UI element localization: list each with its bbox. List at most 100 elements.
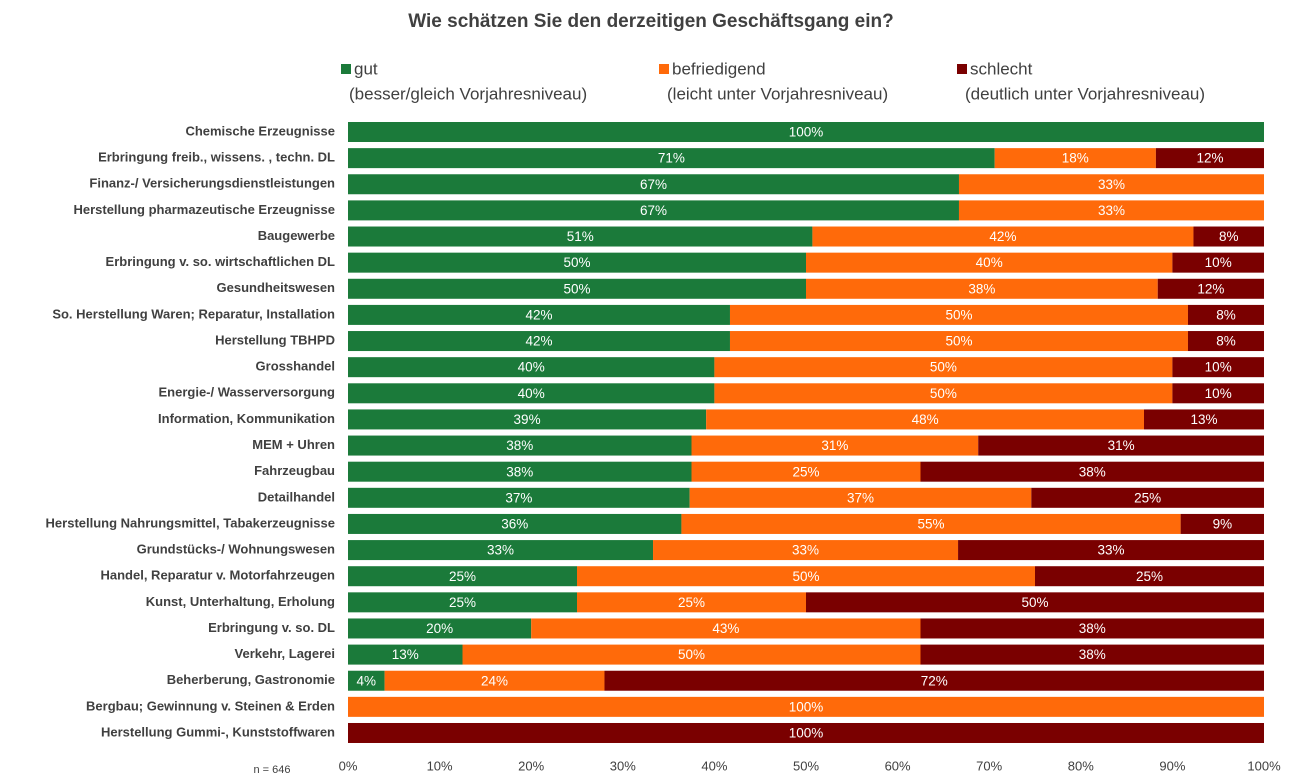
bar-segment xyxy=(348,722,1264,743)
x-tick-label: 60% xyxy=(885,758,911,773)
bar-segment xyxy=(1193,226,1264,247)
bar-segment xyxy=(384,670,605,691)
bar-segment xyxy=(1031,487,1264,508)
legend-swatch xyxy=(341,64,351,74)
bar-segment xyxy=(1172,252,1264,273)
category-label: MEM + Uhren xyxy=(252,437,335,452)
bar-segment xyxy=(348,461,692,482)
data-label: 33% xyxy=(1098,203,1125,218)
data-label: 25% xyxy=(792,464,819,479)
bar-segment xyxy=(348,226,813,247)
data-label: 25% xyxy=(678,595,705,610)
bar-segment xyxy=(348,278,806,299)
bar-segment xyxy=(348,357,715,378)
category-label: Detailhandel xyxy=(258,489,335,504)
bar-segment xyxy=(1035,566,1264,587)
bar-segment xyxy=(348,252,806,273)
data-label: 25% xyxy=(449,569,476,584)
bar-segment xyxy=(1157,278,1264,299)
data-label: 50% xyxy=(1021,595,1048,610)
bar-segment xyxy=(978,435,1264,456)
data-label: 50% xyxy=(945,334,972,349)
data-label: 12% xyxy=(1196,151,1223,166)
data-label: 50% xyxy=(563,255,590,270)
data-label: 71% xyxy=(658,151,685,166)
data-label: 8% xyxy=(1216,334,1236,349)
data-label: 67% xyxy=(640,203,667,218)
data-label: 10% xyxy=(1205,386,1232,401)
bar-segment xyxy=(806,252,1173,273)
bar-segment xyxy=(348,148,995,169)
legend-label: befriedigend xyxy=(672,59,766,78)
data-label: 67% xyxy=(640,177,667,192)
category-label: Erbringung v. so. DL xyxy=(208,620,335,635)
category-label: Kunst, Unterhaltung, Erholung xyxy=(146,594,335,609)
data-label: 12% xyxy=(1197,281,1224,296)
legend-description: (besser/gleich Vorjahresniveau) xyxy=(349,84,587,103)
x-tick-label: 50% xyxy=(793,758,819,773)
data-label: 13% xyxy=(392,647,419,662)
bar-segment xyxy=(348,174,959,195)
data-label: 13% xyxy=(1190,412,1217,427)
bar-segment xyxy=(714,357,1173,378)
data-label: 42% xyxy=(989,229,1016,244)
data-label: 8% xyxy=(1216,307,1236,322)
bar-segment xyxy=(348,540,654,561)
data-label: 100% xyxy=(789,726,824,741)
category-label: Gesundheitswesen xyxy=(217,280,336,295)
legend-label: gut xyxy=(354,59,378,78)
bar-segment xyxy=(348,644,463,665)
data-label: 50% xyxy=(678,647,705,662)
data-label: 25% xyxy=(1134,490,1161,505)
x-tick-label: 30% xyxy=(610,758,636,773)
bar-segment xyxy=(348,304,730,325)
bar-segment xyxy=(462,644,921,665)
category-label: Energie-/ Wasserversorgung xyxy=(158,385,335,400)
category-label: Herstellung pharmazeutische Erzeugnisse xyxy=(73,202,335,217)
bar-segment xyxy=(348,670,385,691)
data-label: 50% xyxy=(930,360,957,375)
x-tick-label: 0% xyxy=(339,758,358,773)
data-label: 4% xyxy=(357,673,377,688)
bar-segment xyxy=(994,148,1156,169)
bar-segment xyxy=(1144,409,1264,430)
data-label: 50% xyxy=(792,569,819,584)
bar-segment xyxy=(1172,357,1264,378)
data-label: 31% xyxy=(1108,438,1135,453)
x-tick-label: 100% xyxy=(1247,758,1281,773)
data-label: 33% xyxy=(487,543,514,558)
category-label: Baugewerbe xyxy=(258,228,335,243)
data-label: 39% xyxy=(514,412,541,427)
bar-segment xyxy=(348,487,690,508)
bar-segment xyxy=(958,200,1264,221)
legend-description: (deutlich unter Vorjahresniveau) xyxy=(965,84,1205,103)
x-tick-label: 80% xyxy=(1068,758,1094,773)
x-tick-label: 20% xyxy=(518,758,544,773)
data-label: 100% xyxy=(789,125,824,140)
bar-segment xyxy=(348,435,692,456)
data-label: 8% xyxy=(1219,229,1239,244)
data-label: 42% xyxy=(525,334,552,349)
bar-segment xyxy=(920,618,1264,639)
x-tick-label: 90% xyxy=(1159,758,1185,773)
data-label: 50% xyxy=(930,386,957,401)
bar-segment xyxy=(653,540,959,561)
bar-segment xyxy=(706,409,1145,430)
bar-segment xyxy=(348,618,532,639)
data-label: 38% xyxy=(506,464,533,479)
category-label: Herstellung TBHPD xyxy=(215,332,335,347)
bar-segment xyxy=(1172,383,1264,404)
data-label: 25% xyxy=(449,595,476,610)
category-label: Finanz-/ Versicherungsdienstleistungen xyxy=(89,176,335,191)
data-label: 25% xyxy=(1136,569,1163,584)
data-label: 38% xyxy=(1079,647,1106,662)
legend-swatch xyxy=(957,64,967,74)
data-label: 42% xyxy=(525,307,552,322)
data-label: 33% xyxy=(1098,543,1125,558)
bar-segment xyxy=(958,540,1264,561)
bar-segment xyxy=(691,435,979,456)
bar-segment xyxy=(681,513,1181,534)
legend-swatch xyxy=(659,64,669,74)
data-label: 40% xyxy=(518,360,545,375)
category-label: So. Herstellung Waren; Reparatur, Instal… xyxy=(52,306,335,321)
